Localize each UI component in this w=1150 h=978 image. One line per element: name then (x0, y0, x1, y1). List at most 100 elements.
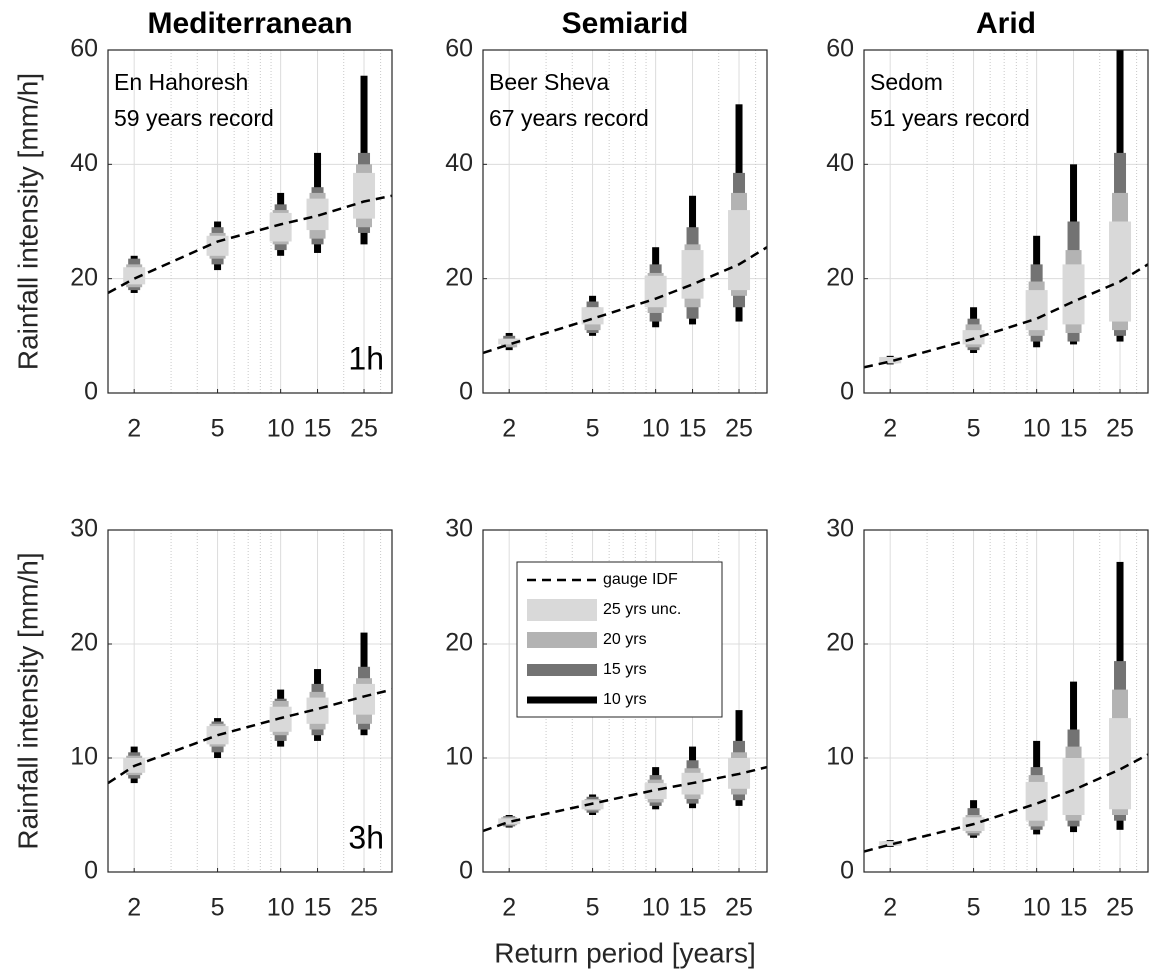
y-tick-label: 30 (70, 515, 98, 543)
plot-area (483, 710, 767, 833)
x-tick-label: 25 (1106, 894, 1134, 922)
plot-area (864, 561, 1148, 853)
station-label: Sedom (870, 69, 943, 95)
uncertainty-bar (123, 267, 146, 285)
x-tick-label: 15 (1060, 894, 1088, 922)
legend-swatch (527, 632, 597, 648)
y-tick-label: 0 (840, 857, 854, 885)
legend-label: 15 yrs (603, 661, 647, 678)
station-label: Beer Sheva (489, 69, 609, 95)
x-tick-label: 15 (679, 415, 707, 443)
x-tick-label: 5 (211, 415, 225, 443)
axes-box (863, 529, 1149, 873)
x-tick-label: 5 (967, 894, 981, 922)
idf-line (864, 263, 1148, 369)
axes-box (482, 49, 768, 394)
uncertainty-bar (644, 783, 667, 800)
uncertainty-bar (498, 338, 521, 345)
y-tick-label: 20 (445, 263, 473, 291)
y-tick-label: 40 (70, 149, 98, 177)
uncertainty-bar (879, 356, 902, 364)
y-tick-label: 20 (70, 629, 98, 657)
x-tick-label: 5 (586, 415, 600, 443)
x-tick-label: 10 (1023, 415, 1051, 443)
y-tick-label: 20 (445, 629, 473, 657)
duration-label: 3h (348, 819, 384, 855)
record-label: 67 years record (489, 105, 649, 131)
x-tick-label: 15 (304, 894, 332, 922)
y-tick-label: 20 (70, 263, 98, 291)
uncertainty-bar (306, 697, 329, 724)
x-tick-label: 2 (502, 415, 516, 443)
x-tick-label: 2 (883, 415, 897, 443)
x-axis-label: Return period [years] (494, 937, 755, 968)
idf-line (864, 753, 1148, 853)
idf-line (483, 246, 767, 355)
plot-area (483, 104, 767, 355)
axes-box (863, 49, 1149, 394)
y-tick-label: 0 (459, 378, 473, 406)
legend-label: 10 yrs (603, 691, 647, 708)
x-tick-label: 2 (502, 894, 516, 922)
axes-box (482, 529, 768, 873)
y-axis-label: Rainfall intensity [mm/h] (12, 552, 43, 849)
x-tick-label: 10 (642, 894, 670, 922)
plot-area (108, 632, 392, 785)
uncertainty-bar (306, 198, 329, 231)
y-tick-label: 20 (826, 629, 854, 657)
x-tick-label: 25 (350, 415, 378, 443)
x-tick-label: 25 (725, 894, 753, 922)
legend-swatch (527, 664, 597, 676)
uncertainty-bar (1109, 221, 1132, 322)
y-tick-label: 20 (826, 263, 854, 291)
uncertainty-bar (1062, 758, 1085, 815)
x-tick-label: 15 (1060, 415, 1088, 443)
uncertainty-bar (353, 683, 376, 715)
x-tick-label: 15 (679, 894, 707, 922)
x-tick-label: 10 (267, 894, 295, 922)
y-tick-label: 30 (826, 515, 854, 543)
x-tick-label: 2 (883, 894, 897, 922)
y-tick-label: 40 (445, 149, 473, 177)
plot-area (864, 50, 1148, 369)
uncertainty-bar (728, 210, 751, 291)
uncertainty-bar (353, 172, 376, 219)
uncertainty-bar (681, 250, 704, 299)
uncertainty-bar (644, 275, 667, 308)
y-tick-label: 0 (840, 378, 854, 406)
axes-box (107, 529, 393, 873)
x-tick-label: 25 (725, 415, 753, 443)
uncertainty-bar (1109, 718, 1132, 810)
legend-label: 25 yrs unc. (603, 601, 681, 618)
uncertainty-bar (879, 841, 902, 846)
record-label: 51 years record (870, 105, 1030, 131)
x-tick-label: 25 (1106, 415, 1134, 443)
x-tick-label: 25 (350, 894, 378, 922)
x-tick-label: 15 (304, 415, 332, 443)
idf-line (108, 688, 392, 785)
y-tick-label: 40 (826, 149, 854, 177)
legend-swatch (527, 696, 597, 704)
y-tick-label: 10 (826, 743, 854, 771)
legend-label: gauge IDF (603, 571, 678, 588)
x-tick-label: 2 (127, 894, 141, 922)
idf-line (108, 194, 392, 295)
idf-line (483, 765, 767, 833)
y-tick-label: 30 (445, 515, 473, 543)
x-tick-label: 2 (127, 415, 141, 443)
x-tick-label: 10 (642, 415, 670, 443)
uncertainty-bar (498, 818, 521, 825)
y-axis-label: Rainfall intensity [mm/h] (12, 73, 43, 370)
y-tick-label: 60 (445, 35, 473, 63)
y-tick-label: 0 (84, 857, 98, 885)
x-tick-label: 5 (586, 894, 600, 922)
y-tick-label: 0 (84, 378, 98, 406)
y-tick-label: 10 (445, 743, 473, 771)
